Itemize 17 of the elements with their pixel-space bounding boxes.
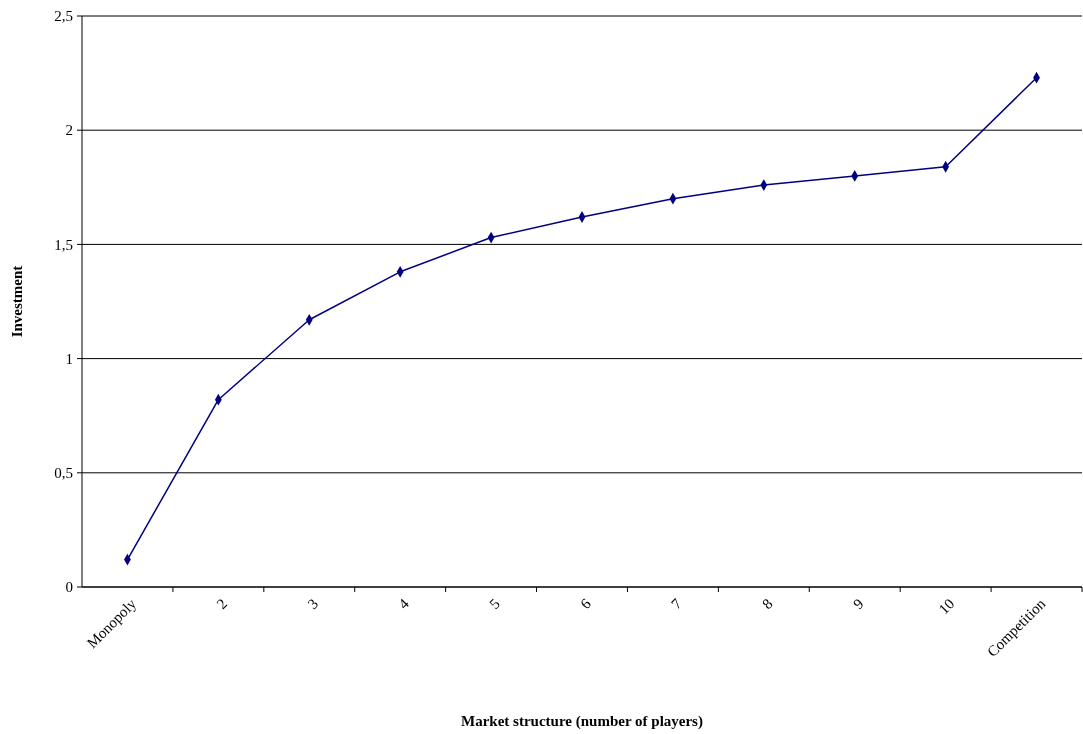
y-tick-label: 1,5 [54, 236, 73, 253]
y-tick-label: 2 [65, 122, 73, 139]
y-axis-title: Investment [9, 265, 25, 338]
x-tick-label: 2 [213, 595, 231, 613]
x-tick-label: 9 [849, 595, 867, 613]
x-tick-label: 5 [486, 595, 503, 613]
x-tick-label: 3 [304, 595, 322, 613]
y-tick-label: 0 [65, 579, 73, 596]
x-tick-label: 8 [759, 595, 776, 613]
y-tick-label: 0,5 [54, 465, 73, 482]
y-tick-label: 1 [65, 350, 73, 367]
y-tick-label: 2,5 [54, 8, 73, 25]
x-tick-label: 7 [668, 595, 686, 613]
x-axis-title: Market structure (number of players) [461, 713, 703, 730]
x-tick-label: 6 [577, 595, 595, 613]
x-tick-label: 10 [935, 595, 958, 618]
x-tick-label: 4 [395, 595, 413, 613]
